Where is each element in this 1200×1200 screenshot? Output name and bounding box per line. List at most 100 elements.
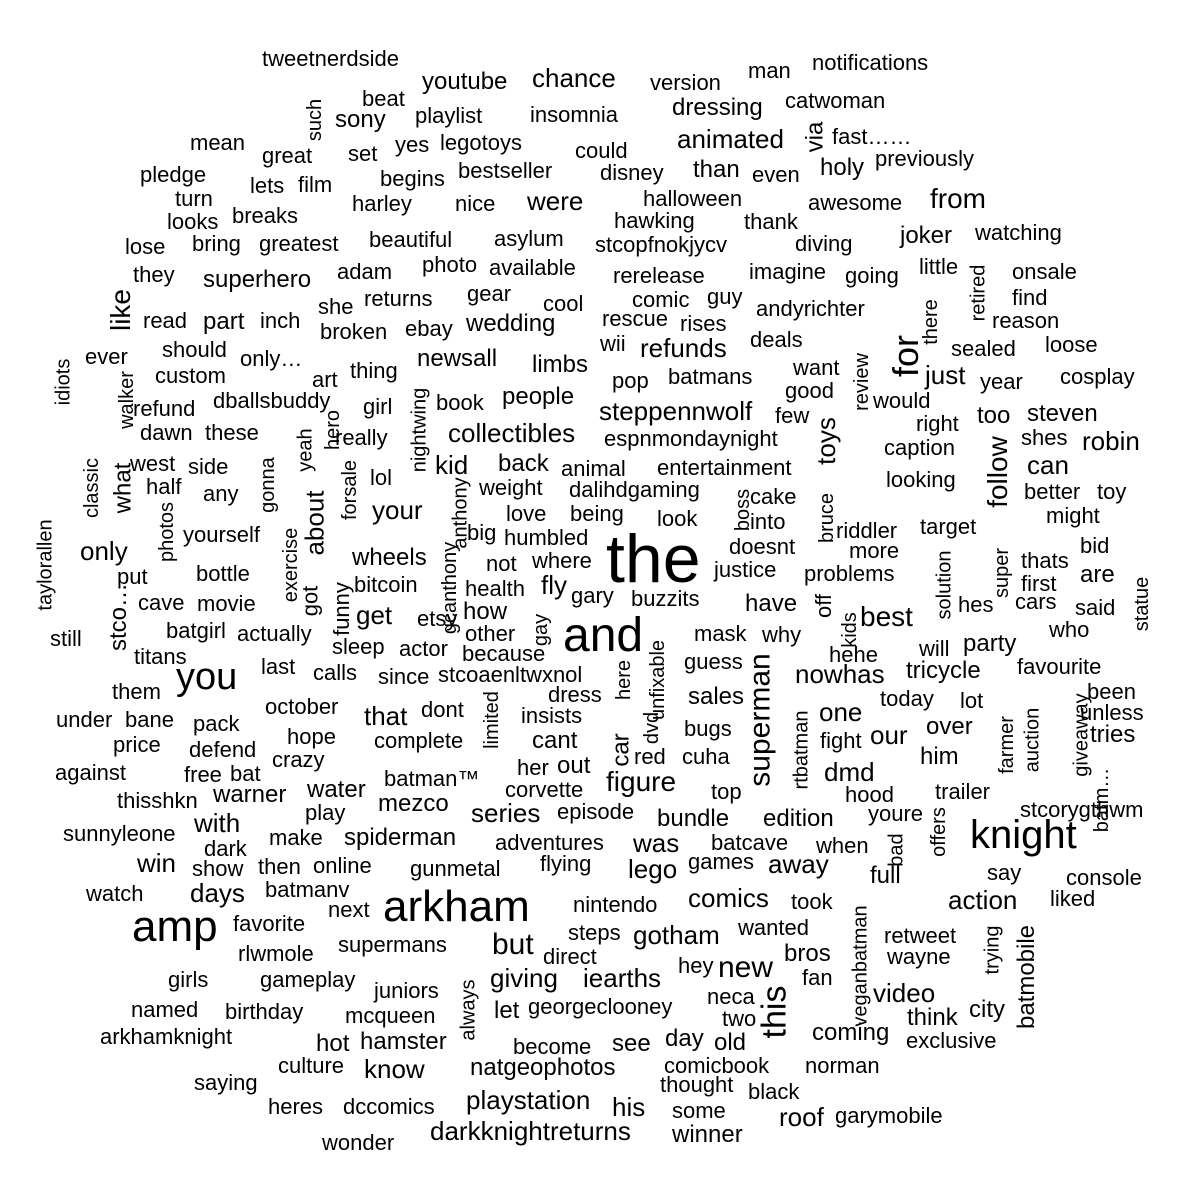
word-cool: cool	[543, 291, 584, 316]
word-wedding: wedding	[466, 310, 556, 337]
word-just: just	[925, 360, 966, 390]
word-thing: thing	[350, 358, 398, 383]
word-nintendo: nintendo	[573, 892, 658, 917]
word-unfixable: unfixable	[647, 639, 670, 721]
word-weight: weight	[479, 475, 543, 500]
word-big: big	[467, 520, 497, 545]
word-still: still	[50, 626, 82, 651]
word-mcqueen: mcqueen	[345, 1003, 436, 1028]
word-super: super	[991, 547, 1014, 599]
word-refunds: refunds	[640, 333, 727, 363]
word-photo: photo	[422, 252, 478, 277]
word-batgirl: batgirl	[166, 618, 226, 643]
word-too: too	[977, 402, 1011, 429]
word-liked: liked	[1050, 886, 1096, 911]
word-but: but	[492, 928, 534, 961]
word-chance: chance	[532, 63, 616, 93]
word-would: would	[873, 388, 931, 413]
word-playstation: playstation	[466, 1085, 591, 1115]
word-cave: cave	[138, 590, 185, 615]
word-coming: coming	[812, 1019, 890, 1046]
word-limited: limited	[480, 691, 503, 749]
word-mean: mean	[190, 130, 246, 155]
word-steps: steps	[568, 920, 621, 945]
word-robin: robin	[1082, 426, 1140, 456]
word-warner: warner	[213, 781, 287, 808]
word-funny: funny	[328, 582, 354, 636]
word-fan: fan	[802, 965, 833, 990]
word-batmobile: batmobile	[1013, 924, 1041, 1030]
word-said: said	[1075, 595, 1116, 620]
word-bruce: bruce	[816, 492, 839, 544]
word-hope: hope	[287, 724, 336, 749]
word-bad: stcorygthwm	[1020, 797, 1144, 822]
word-sunnyleone: sunnyleone	[63, 821, 176, 846]
word-iearths: iearths	[583, 963, 662, 993]
word-took: took	[791, 889, 833, 914]
word-tricycle: tricycle	[906, 657, 981, 684]
word-console: console	[1066, 865, 1142, 890]
word-darkknightreturns: darkknightreturns	[430, 1116, 631, 1146]
word-video: video	[873, 978, 936, 1008]
word-find: find	[1012, 285, 1048, 310]
word-part: part	[203, 308, 245, 335]
word-bugs: bugs	[684, 716, 732, 741]
word-year: year	[980, 369, 1023, 394]
word-party: party	[963, 630, 1017, 657]
word-can: can	[1027, 450, 1069, 480]
word-against: against	[55, 760, 126, 785]
word-your: your	[372, 495, 423, 525]
word-entertainment: entertainment	[657, 455, 792, 480]
word-dressing: dressing	[672, 94, 763, 121]
word-away: away	[768, 849, 829, 879]
word-pack: pack	[193, 711, 240, 736]
word-natgeophotos: natgeophotos	[470, 1054, 616, 1081]
word-edition: edition	[763, 805, 834, 832]
word-deals: deals	[750, 327, 803, 352]
word-adam: adam	[337, 259, 393, 284]
word-norman: norman	[805, 1053, 880, 1078]
word-pledge: pledge	[140, 162, 207, 187]
word-disney: disney	[600, 160, 664, 185]
word-garymobile: garymobile	[835, 1103, 943, 1128]
word-nowhas: nowhas	[795, 659, 885, 689]
word-toy: toy	[1097, 479, 1127, 504]
word-trailer: trailer	[935, 779, 991, 804]
word-days: days	[190, 878, 245, 908]
word-auction: auction	[1021, 707, 1044, 773]
word-stcopfnokjycv: stcopfnokjycv	[595, 232, 728, 257]
word-stcoaenltwxnol: stcoaenltwxnol	[438, 662, 583, 687]
word-put: put	[117, 564, 148, 589]
word-statue: statue	[1131, 576, 1154, 632]
word-win: win	[137, 848, 177, 878]
word-off: off	[811, 593, 837, 619]
word-for: for	[885, 334, 927, 378]
word-looks: looks	[167, 209, 219, 234]
word-farmer: farmer	[995, 716, 1018, 774]
word-here: here	[613, 659, 636, 701]
word-girls: girls	[168, 967, 209, 992]
word-rises: rises	[680, 311, 727, 336]
word-think: think	[907, 1004, 958, 1031]
word-could: could	[575, 138, 628, 163]
word-returns: returns	[364, 286, 433, 311]
word-rlwmole: rlwmole	[238, 941, 314, 966]
word-shes: shes	[1021, 425, 1068, 450]
word-gear: gear	[467, 281, 512, 306]
word-ever: ever	[85, 344, 128, 369]
word-dont: dont	[421, 697, 464, 722]
word-hot: hot	[316, 1030, 350, 1057]
word-bat: bat	[230, 761, 261, 786]
word-diving: diving	[795, 231, 853, 256]
word-red: red	[634, 744, 666, 769]
word-book: book	[436, 390, 484, 415]
word-fast: fast……	[832, 124, 912, 149]
word-youtube: youtube	[422, 68, 508, 95]
word-reason: reason	[992, 308, 1060, 333]
word-giveaway: giveaway	[1070, 693, 1093, 777]
word-kid: kid	[435, 450, 469, 480]
word-heres: heres	[268, 1094, 324, 1119]
word-collectibles: collectibles	[448, 418, 576, 448]
word-youre: youre	[868, 801, 924, 826]
word-she: she	[318, 294, 354, 319]
